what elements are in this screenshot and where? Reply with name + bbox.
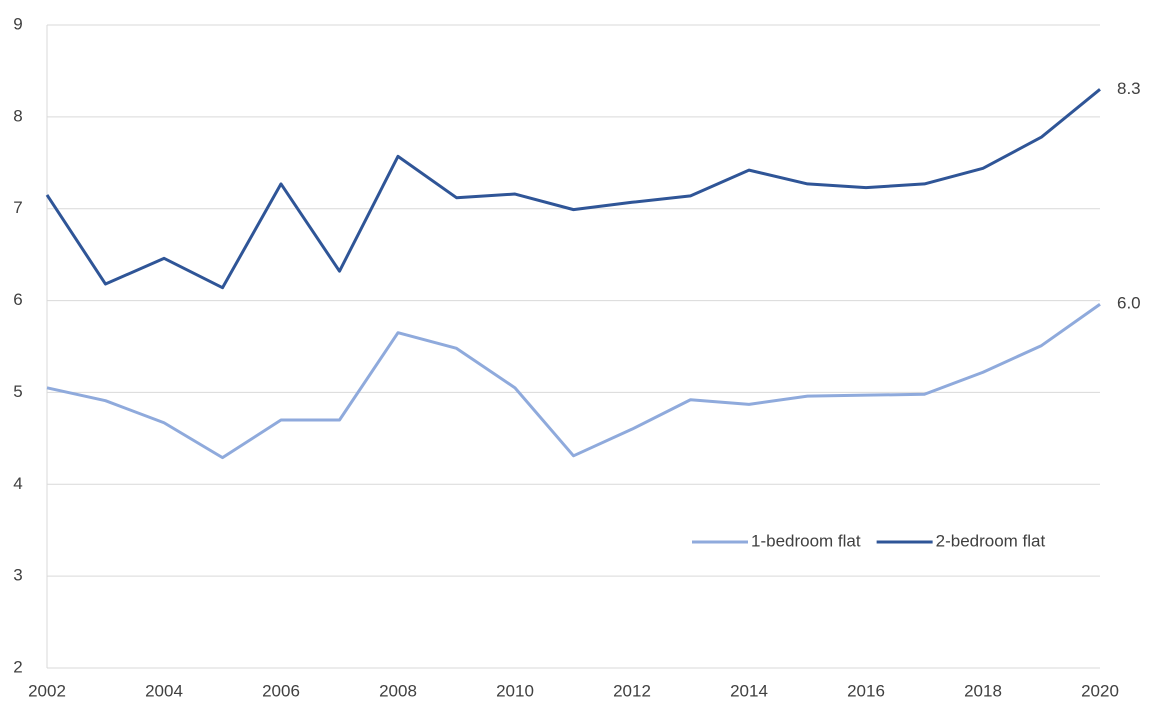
y-tick-label: 6 — [13, 290, 22, 309]
legend-label: 2-bedroom flat — [936, 531, 1046, 550]
x-tick-label: 2010 — [496, 681, 534, 700]
series-line — [45, 88, 1101, 290]
x-tick-label: 2012 — [613, 681, 651, 700]
y-tick-label: 2 — [13, 657, 22, 676]
y-tick-label: 3 — [13, 566, 22, 585]
x-tick-label: 2002 — [28, 681, 66, 700]
x-tick-label: 2020 — [1081, 681, 1119, 700]
y-tick-label: 4 — [13, 474, 22, 493]
legend-label: 1-bedroom flat — [751, 531, 861, 550]
y-tick-label: 9 — [13, 14, 22, 33]
value-label: 6.0 — [1117, 294, 1141, 313]
x-tick-label: 2006 — [262, 681, 300, 700]
y-tick-label: 7 — [13, 198, 22, 217]
x-tick-label: 2008 — [379, 681, 417, 700]
y-tick-label: 8 — [13, 106, 22, 125]
x-tick-label: 2004 — [145, 681, 183, 700]
x-tick-label: 2018 — [964, 681, 1002, 700]
x-tick-label: 2016 — [847, 681, 885, 700]
series-line — [46, 303, 1101, 460]
x-tick-label: 2014 — [730, 681, 768, 700]
value-label: 8.3 — [1117, 79, 1141, 98]
y-tick-label: 5 — [13, 382, 22, 401]
